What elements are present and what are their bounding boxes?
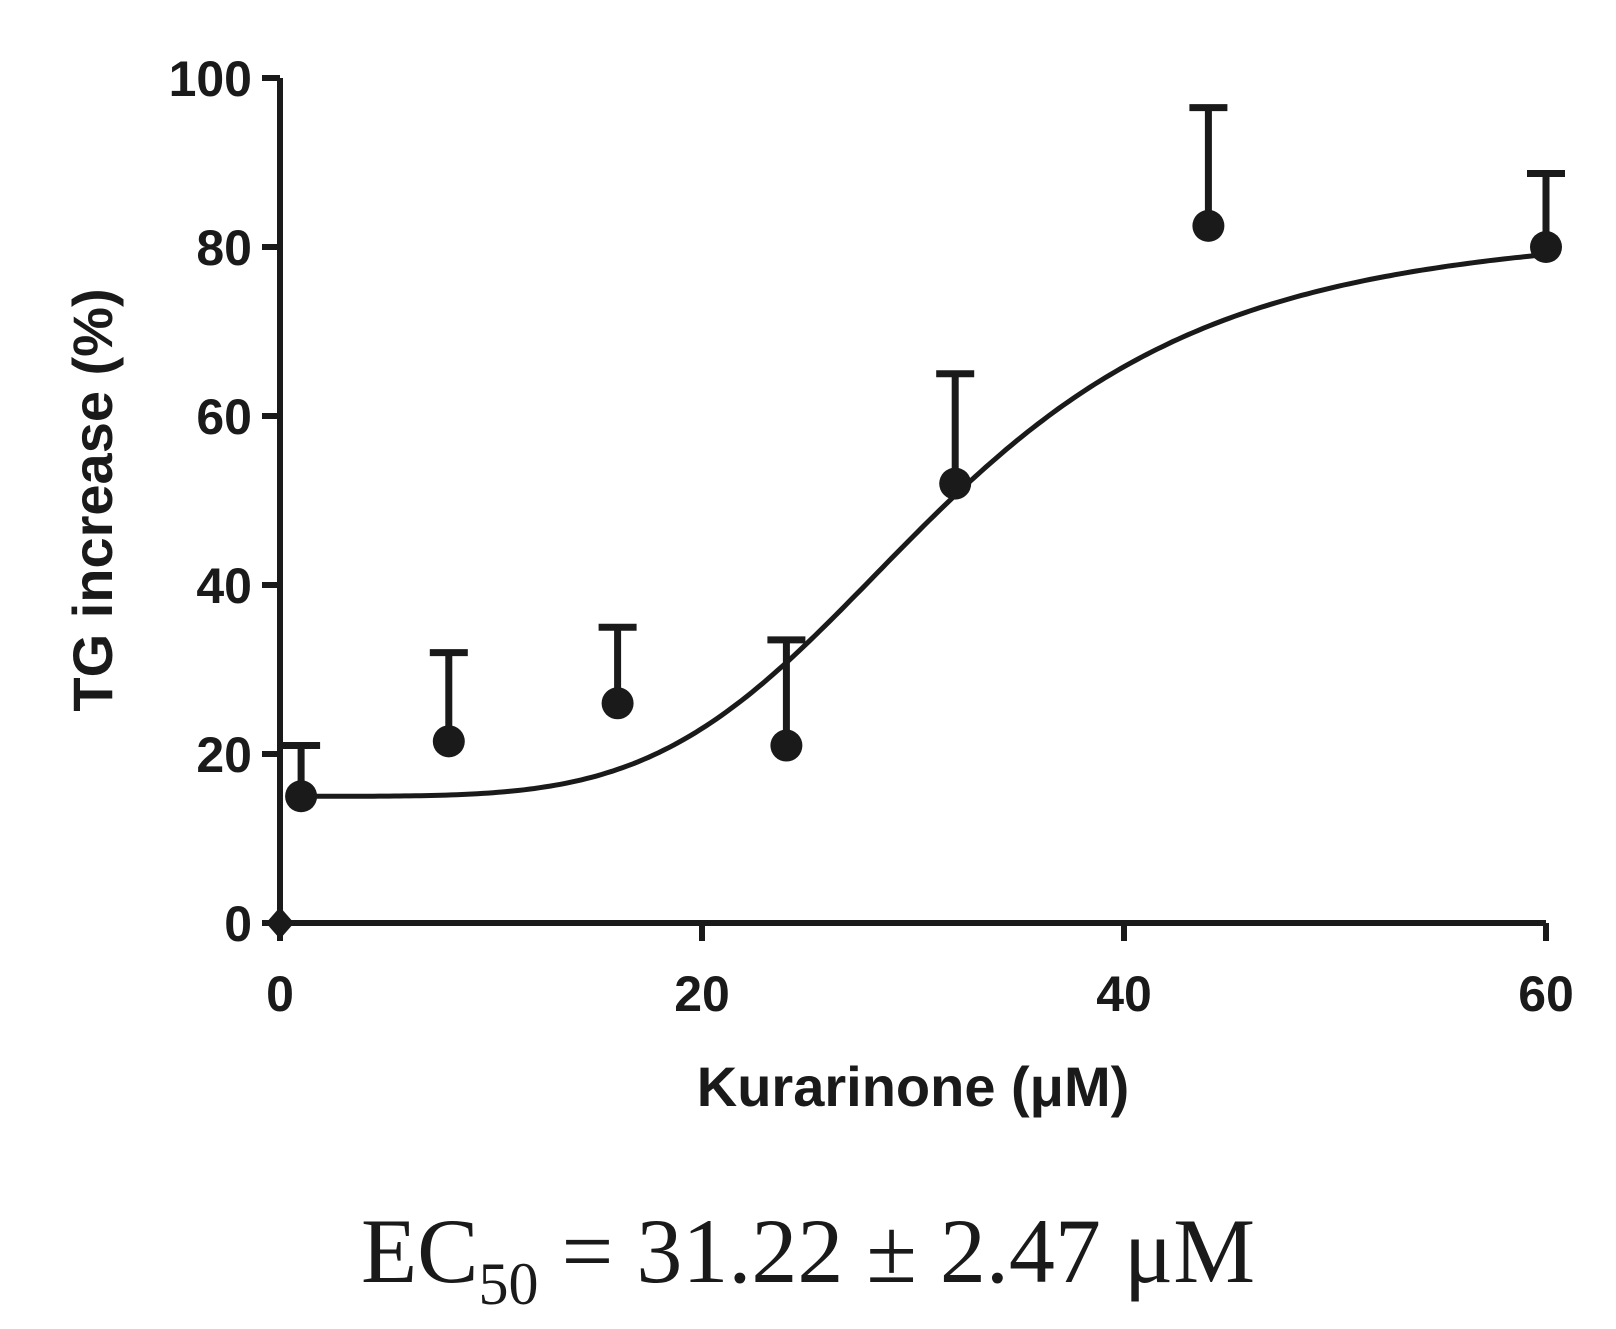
y-tick-label: 60 xyxy=(196,389,252,445)
x-ticks: 0 20 40 60 xyxy=(266,923,1574,1022)
ec50-annotation: EC50 = 31.22 ± 2.47 μM xyxy=(361,1200,1255,1317)
y-tick-label: 40 xyxy=(196,558,252,614)
x-tick-label: 20 xyxy=(674,966,730,1022)
y-tick-label: 100 xyxy=(169,51,252,107)
ec50-prefix: EC xyxy=(361,1200,479,1302)
ec50-value: = 31.22 ± 2.47 μM xyxy=(539,1200,1256,1302)
data-point xyxy=(285,780,318,813)
data-point-group xyxy=(1189,104,1228,242)
data-point-group xyxy=(598,623,637,720)
y-tick-label: 20 xyxy=(196,727,252,783)
data-point xyxy=(1530,231,1562,263)
fit-curve xyxy=(301,252,1547,799)
data-point xyxy=(939,467,972,500)
data-point xyxy=(601,687,634,720)
y-ticks: 0 20 40 60 80 100 xyxy=(169,51,280,952)
x-axis-title: Kurarinone (μM) xyxy=(697,1055,1129,1118)
ec50-subscript: 50 xyxy=(479,1251,539,1317)
data-point xyxy=(432,725,465,758)
y-tick-label: 0 xyxy=(224,896,252,952)
x-tick-label: 40 xyxy=(1096,966,1152,1022)
data-point-group xyxy=(282,742,321,813)
x-tick-label: 0 xyxy=(266,966,294,1022)
origin-marker xyxy=(266,907,294,939)
data-point-group xyxy=(767,636,806,762)
data-points xyxy=(266,104,1565,939)
axes: 0 20 40 60 80 100 0 20 40 60 xyxy=(169,51,1574,1022)
data-point xyxy=(1192,209,1225,242)
y-axis-title: TG increase (%) xyxy=(61,288,124,711)
y-tick-label: 80 xyxy=(196,220,252,276)
data-point-group xyxy=(936,370,975,500)
x-tick-label: 60 xyxy=(1518,966,1574,1022)
data-point-group xyxy=(429,649,468,758)
data-point-group xyxy=(1527,169,1565,263)
data-point xyxy=(770,729,803,762)
